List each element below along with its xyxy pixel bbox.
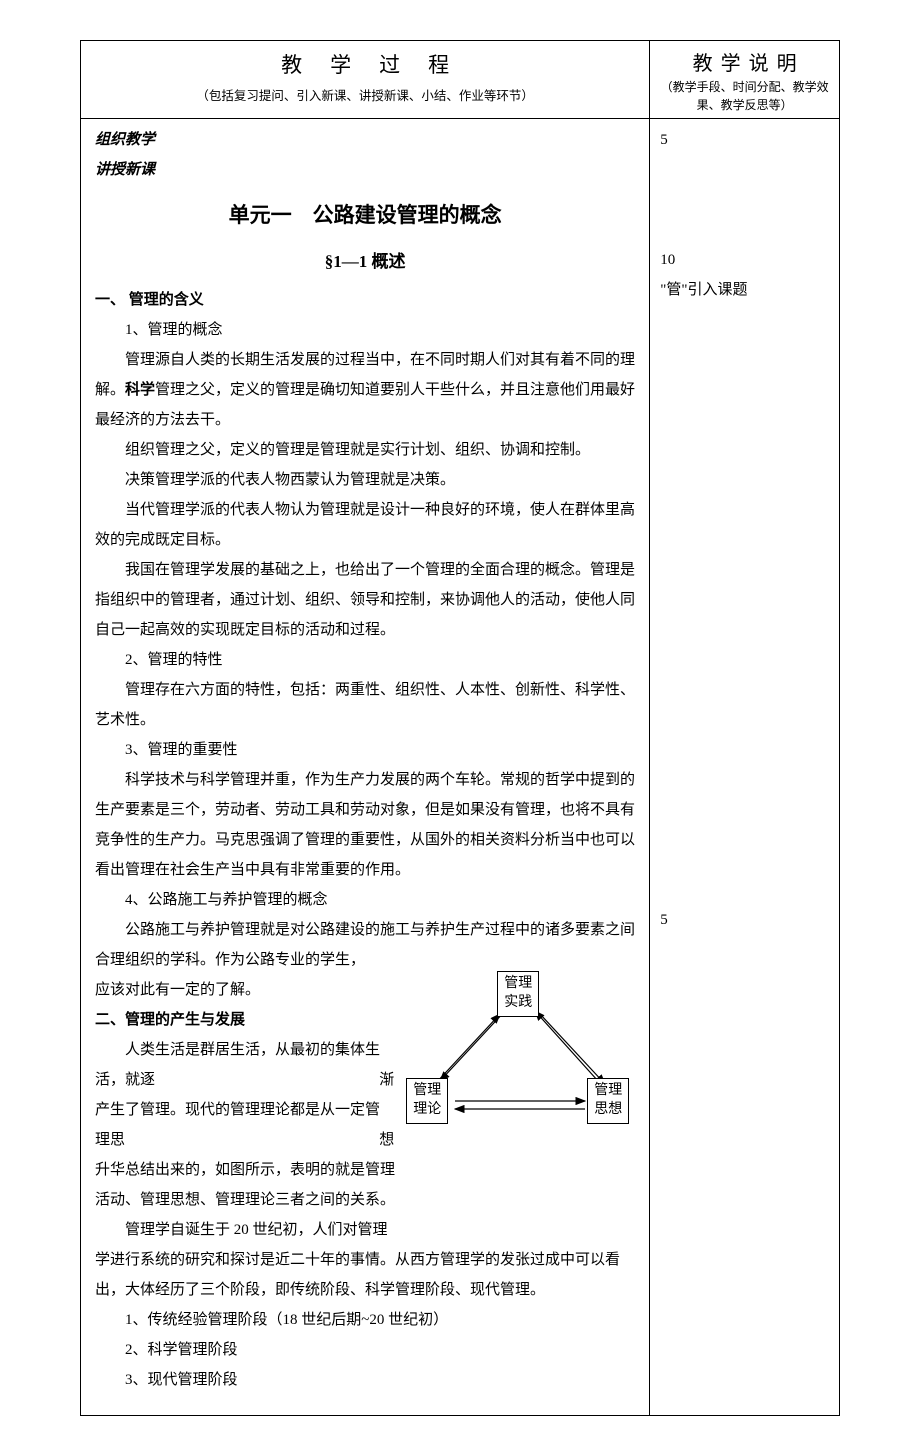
p9b-tail: 想 [379,1125,394,1155]
sub-1-3: 3、管理的重要性 [95,735,635,765]
p9a-tail: 渐 [349,1065,394,1095]
sub-1-1: 1、管理的概念 [95,315,635,345]
header-left-cell: 教学过程 （包括复习提问、引入新课、讲授新课、小结、作业等环节） [81,41,650,119]
notes-title: 教学说明 [656,47,833,76]
sub-1-2: 2、管理的特性 [95,645,635,675]
p1-bold: 科学 [125,382,155,398]
organize-teaching: 组织教学 [95,125,635,155]
note-spacer-1 [660,155,829,245]
note-time-3: 5 [660,905,829,935]
triangle-diagram: 管理实践 管理理论 管理思想 [400,969,635,1134]
list-2: 2、科学管理阶段 [95,1335,635,1365]
header-right-cell: 教学说明 （教学手段、时间分配、教学效果、教学反思等） [650,41,840,119]
list-3: 3、现代管理阶段 [95,1365,635,1395]
p1-c: 管理之父，定义的管理是确切知道要别人干些什么，并且注意他们用最好最经济的方法去干… [95,382,635,428]
paragraph-1: 管理源自人类的长期生活发展的过程当中，在不同时期人们对其有着不同的理解。科学管理… [95,345,635,435]
note-time-2: 10 [660,245,829,275]
paragraph-10: 管理学自诞生于 20 世纪初，人们对管理 [95,1215,635,1245]
node-top-label: 管理实践 [504,976,532,1010]
paragraph-3: 决策管理学派的代表人物西蒙认为管理就是决策。 [95,465,635,495]
note-intro: "管"引入课题 [660,275,829,305]
diagram-node-top: 管理实践 [497,971,539,1017]
paragraph-10b: 学进行系统的研究和探讨是近二十年的事情。从西方管理学的发张过成中可以看出，大体经… [95,1245,635,1305]
heading-1: 一、 管理的含义 [95,285,635,315]
diagram-node-left: 管理理论 [406,1078,448,1124]
section-title: §1—1 概述 [95,245,635,279]
note-time-1: 5 [660,125,829,155]
header-row: 教学过程 （包括复习提问、引入新课、讲授新课、小结、作业等环节） 教学说明 （教… [81,41,840,119]
list-1: 1、传统经验管理阶段（18 世纪后期~20 世纪初） [95,1305,635,1335]
lecture-new: 讲授新课 [95,155,635,185]
lesson-table: 教学过程 （包括复习提问、引入新课、讲授新课、小结、作业等环节） 教学说明 （教… [80,40,840,1416]
paragraph-4: 当代管理学派的代表人物认为管理就是设计一种良好的环境，使人在群体里高效的完成既定… [95,495,635,555]
paragraph-2: 组织管理之父，定义的管理是管理就是实行计划、组织、协调和控制。 [95,435,635,465]
p9b-text: 产生了管理。现代的管理理论都是从一定管理思 [95,1102,380,1148]
paragraph-9c: 升华总结出来的，如图所示，表明的就是管理 [95,1155,635,1185]
paragraph-6: 管理存在六方面的特性，包括：两重性、组织性、人本性、创新性、科学性、艺术性。 [95,675,635,735]
page: 教学过程 （包括复习提问、引入新课、讲授新课、小结、作业等环节） 教学说明 （教… [0,40,920,1416]
paragraph-5: 我国在管理学发展的基础之上，也给出了一个管理的全面合理的概念。管理是指组织中的管… [95,555,635,645]
sub-1-4: 4、公路施工与养护管理的概念 [95,885,635,915]
notes-cell: 5 10 "管"引入课题 5 [650,119,840,1416]
node-right-label: 管理思想 [594,1083,622,1117]
node-left-label: 管理理论 [413,1083,441,1117]
note-spacer-2 [660,305,829,905]
diagram-node-right: 管理思想 [587,1078,629,1124]
process-subtitle: （包括复习提问、引入新课、讲授新课、小结、作业等环节） [91,85,639,104]
paragraph-9d: 活动、管理思想、管理理论三者之间的关系。 [95,1185,635,1215]
diagram-wrap: 管理实践 管理理论 管理思想 应该对此有一定的了解。 二、管理的产生与发展 人类… [95,975,635,1245]
process-title: 教学过程 [91,49,639,79]
content-row: 组织教学 讲授新课 单元一 公路建设管理的概念 §1—1 概述 一、 管理的含义… [81,119,840,1416]
content-cell: 组织教学 讲授新课 单元一 公路建设管理的概念 §1—1 概述 一、 管理的含义… [81,119,650,1416]
notes-subtitle: （教学手段、时间分配、教学效果、教学反思等） [656,78,833,114]
unit-title: 单元一 公路建设管理的概念 [95,195,635,237]
paragraph-7: 科学技术与科学管理并重，作为生产力发展的两个车轮。常规的哲学中提到的生产要素是三… [95,765,635,885]
p9a-text: 人类生活是群居生活，从最初的集体生活，就逐 [95,1042,380,1088]
paragraph-8: 公路施工与养护管理就是对公路建设的施工与养护生产过程中的诸多要素之间合理组织的学… [95,915,635,975]
